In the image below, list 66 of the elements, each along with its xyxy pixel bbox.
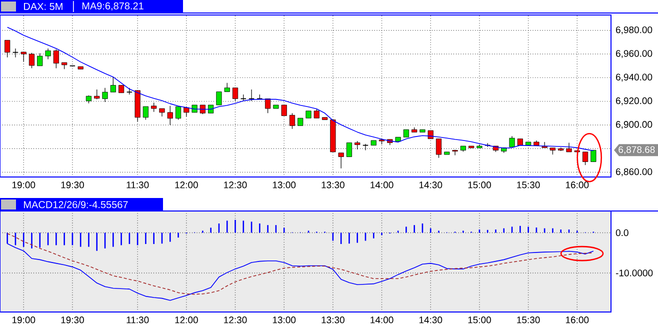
x-tick-label: 14:00 — [370, 316, 394, 324]
candlestick — [126, 88, 132, 95]
chart-subtitle: MA9:6,878.21 — [82, 2, 144, 11]
x-tick-label: 15:00 — [468, 316, 491, 324]
candlestick — [37, 53, 43, 66]
candlestick — [94, 89, 100, 100]
chart-title: DAX: 5M — [24, 3, 62, 10]
x-tick-label: 12:30 — [224, 316, 247, 324]
x-tick-label: 11:30 — [126, 182, 149, 188]
candlestick — [151, 102, 157, 112]
x-tick-label: 15:30 — [517, 316, 540, 324]
candlestick — [582, 152, 588, 166]
y-tick-label: -10.0000 — [616, 270, 653, 276]
candlestick — [28, 52, 35, 69]
y-tick-label: 6,960.00 — [616, 50, 652, 58]
x-tick-label: 13:30 — [322, 316, 344, 324]
candlestick — [509, 136, 515, 148]
x-tick-label: 14:30 — [419, 316, 442, 324]
x-tick-label: 13:00 — [272, 316, 296, 324]
candlestick — [200, 104, 206, 114]
x-tick-label: 12:30 — [224, 182, 247, 188]
y-tick-label: 0.0 — [616, 229, 628, 236]
x-tick-label: 14:00 — [370, 182, 394, 188]
candlestick — [452, 150, 458, 156]
candlestick — [362, 144, 369, 151]
x-tick-label: 13:00 — [272, 182, 296, 188]
candlestick — [265, 98, 271, 114]
x-tick-label: 19:30 — [61, 182, 84, 188]
candlestick — [175, 106, 182, 120]
y-tick-label: 6,860.00 — [616, 168, 652, 176]
candlestick — [167, 106, 173, 126]
candlestick — [566, 142, 572, 152]
x-tick-label: 13:30 — [322, 182, 344, 188]
candlestick — [590, 150, 596, 162]
candlestick — [232, 88, 238, 102]
candlestick — [436, 138, 442, 158]
y-tick-label: 6,980.00 — [616, 26, 652, 34]
chart-title: MACD12/26/9:-4.55567 — [24, 200, 128, 208]
candlestick — [12, 48, 19, 58]
x-tick-label: 12:00 — [175, 182, 198, 188]
text: 6,878.68 — [618, 146, 655, 154]
x-tick-label: 19:00 — [12, 316, 36, 324]
candlestick — [338, 152, 344, 169]
candlestick — [289, 112, 296, 130]
y-tick-label: 6,920.00 — [616, 97, 652, 106]
candlestick — [45, 48, 51, 60]
x-tick-label: 12:00 — [175, 316, 198, 324]
x-tick-label: 15:30 — [517, 182, 540, 188]
candlestick — [102, 88, 108, 102]
x-tick-label: 19:00 — [12, 182, 36, 188]
x-tick-label: 16:00 — [566, 316, 589, 324]
x-tick-label: 19:30 — [61, 316, 84, 324]
candlestick — [281, 104, 287, 116]
y-tick-label: 6,900.00 — [616, 121, 652, 129]
candlestick — [216, 91, 222, 106]
candlestick — [53, 49, 59, 69]
y-tick-label: 6,940.00 — [616, 74, 652, 82]
candlestick — [346, 142, 352, 158]
candlestick — [184, 106, 190, 117]
x-tick-label: 14:30 — [419, 182, 442, 188]
x-tick-label: 16:00 — [566, 182, 589, 188]
candlestick — [110, 76, 116, 92]
x-tick-label: 15:00 — [468, 182, 491, 188]
candlestick — [142, 106, 149, 120]
candlestick — [4, 40, 10, 58]
x-tick-label: 11:30 — [126, 316, 149, 324]
